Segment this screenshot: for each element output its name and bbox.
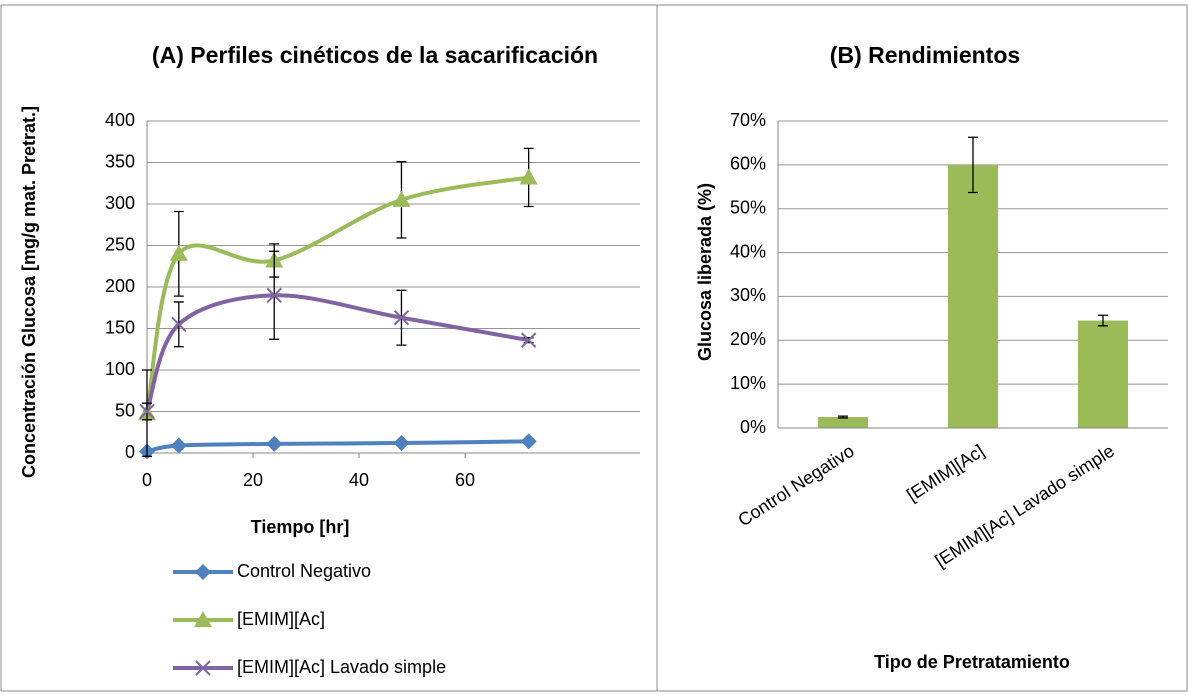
y-tick-label: 10% — [730, 373, 766, 393]
marker — [171, 316, 187, 333]
marker — [393, 310, 410, 326]
y-tick-label: 70% — [730, 110, 766, 130]
y-tick-label: 60% — [730, 154, 766, 174]
y-tick-label: 100 — [105, 359, 135, 379]
chart-title: (B) Rendimientos — [830, 42, 1020, 68]
y-tick-label: 40% — [730, 241, 766, 261]
marker — [520, 332, 537, 348]
bar — [818, 417, 868, 428]
marker — [139, 403, 155, 420]
y-tick-label: 400 — [105, 110, 135, 130]
error-bar — [968, 136, 978, 194]
series-line — [145, 293, 530, 413]
y-tick-label: 20% — [730, 329, 766, 349]
bar — [948, 164, 998, 428]
x-tick-label: 0 — [142, 470, 152, 490]
y-tick-label: 0% — [740, 417, 766, 437]
marker — [393, 435, 410, 452]
x-axis-title: Tiempo [hr] — [251, 517, 350, 537]
y-tick-label: 0 — [125, 442, 135, 462]
y-tick-label: 200 — [105, 276, 135, 296]
y-tick-label: 30% — [730, 285, 766, 305]
marker — [194, 611, 212, 627]
marker — [195, 660, 211, 676]
marker — [266, 435, 283, 452]
x-tick-label: 60 — [455, 470, 475, 490]
y-tick-label: 50% — [730, 197, 766, 217]
x-axis-title: Tipo de Pretratamiento — [874, 652, 1070, 672]
chart-title: (A) Perfiles cinéticos de la sacarificac… — [152, 42, 598, 68]
y-tick-label: 300 — [105, 193, 135, 213]
marker — [520, 433, 537, 450]
error-bar — [1098, 314, 1108, 327]
y-tick-label: 150 — [105, 317, 135, 337]
marker — [169, 244, 188, 261]
bar — [1078, 320, 1128, 428]
legend-label: Control Negativo — [237, 561, 371, 581]
legend-label: [EMIM][Ac] — [237, 609, 325, 629]
marker — [392, 190, 411, 207]
y-axis-title: Glucosa liberada (%) — [695, 183, 715, 361]
y-tick-label: 50 — [115, 400, 135, 420]
marker — [266, 287, 282, 304]
marker — [519, 168, 538, 185]
legend-label: [EMIM][Ac] Lavado simple — [237, 657, 446, 677]
y-tick-label: 250 — [105, 234, 135, 254]
x-tick-label: 20 — [243, 470, 263, 490]
x-tick-label: 40 — [349, 470, 369, 490]
y-tick-label: 350 — [105, 151, 135, 171]
frame — [0, 4, 1188, 692]
y-axis-title: Concentración Glucosa [mg/g mat. Pretrat… — [19, 106, 39, 478]
marker — [170, 437, 187, 454]
marker — [195, 564, 211, 580]
error-bar — [838, 415, 848, 419]
